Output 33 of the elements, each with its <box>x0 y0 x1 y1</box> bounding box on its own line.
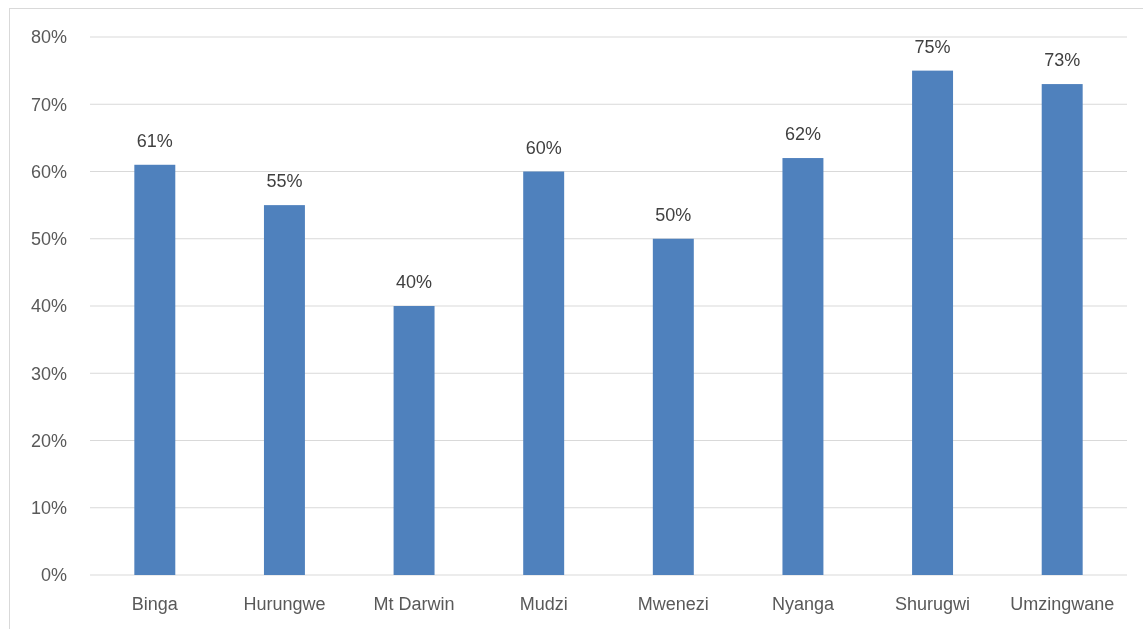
bar <box>1041 84 1083 575</box>
bar <box>134 164 176 575</box>
bar <box>652 238 694 575</box>
x-tick-label: Umzingwane <box>1010 594 1115 614</box>
x-tick-label: Mudzi <box>519 594 568 614</box>
x-tick-label: Shurugwi <box>895 594 971 614</box>
bar <box>782 158 824 575</box>
x-tick-label: Mwenezi <box>637 594 709 614</box>
data-label: 73% <box>1044 50 1081 71</box>
data-label: 75% <box>914 36 951 57</box>
x-tick-label: Mt Darwin <box>373 594 455 614</box>
y-tick-label: 70% <box>30 94 67 115</box>
y-tick-label: 30% <box>30 363 67 384</box>
bar <box>523 171 565 575</box>
x-tick-label: Nyanga <box>771 594 835 614</box>
data-label: 62% <box>784 124 821 145</box>
y-tick-label: 40% <box>30 296 67 317</box>
data-label: 40% <box>396 272 433 292</box>
y-tick-label: 10% <box>30 498 67 519</box>
data-label: 50% <box>655 204 692 225</box>
y-tick-label: 20% <box>30 430 67 451</box>
y-tick-label: 60% <box>30 161 67 182</box>
data-label: 55% <box>266 171 303 192</box>
data-label: 60% <box>525 137 562 158</box>
x-tick-label: Hurungwe <box>243 594 326 614</box>
bar <box>393 306 435 575</box>
x-tick-label: Binga <box>131 594 179 614</box>
bar <box>912 70 954 575</box>
y-tick-label: 0% <box>40 565 67 586</box>
bar <box>263 205 305 575</box>
data-label: 61% <box>136 130 173 151</box>
y-tick-label: 50% <box>30 229 67 250</box>
y-tick-label: 80% <box>30 27 67 48</box>
